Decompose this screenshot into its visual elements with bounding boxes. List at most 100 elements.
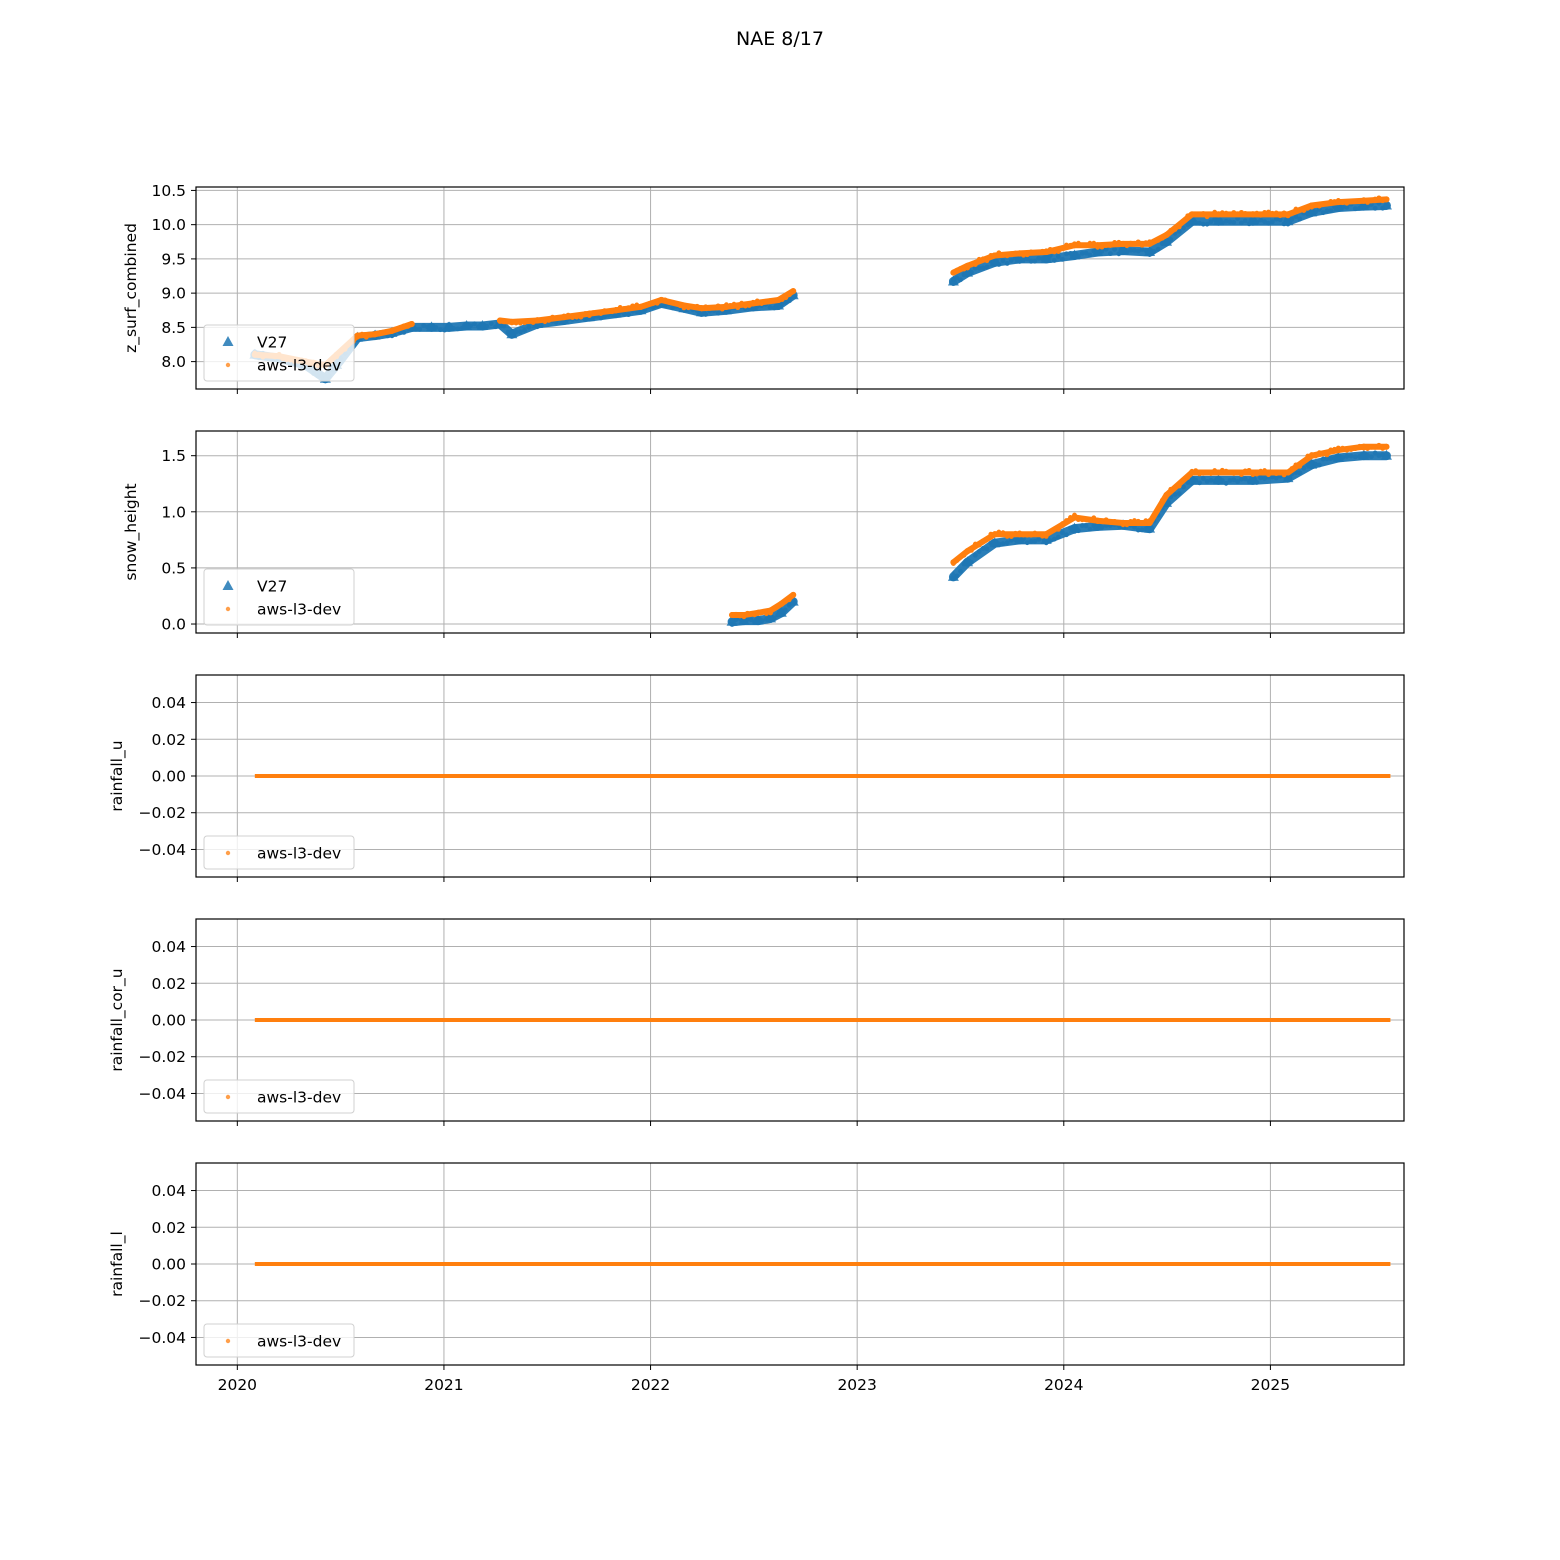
legend-label: aws-l3-dev (257, 601, 341, 619)
series-texture (1223, 210, 1229, 216)
series-texture (1151, 514, 1157, 519)
legend: aws-l3-dev (203, 835, 355, 870)
series-texture (1087, 252, 1093, 258)
series-texture (1064, 518, 1069, 523)
data-point (1380, 449, 1392, 460)
legend-label: aws-l3-dev (257, 1333, 341, 1351)
series-texture (1051, 526, 1057, 532)
series-texture (1059, 245, 1065, 251)
series-texture (1059, 530, 1065, 536)
data-point (1332, 451, 1344, 462)
series-texture (1208, 211, 1214, 217)
data-point (354, 332, 361, 339)
series-texture (984, 264, 990, 270)
series-texture (550, 314, 555, 320)
data-point (1215, 211, 1222, 218)
series-texture (958, 568, 963, 574)
data-point (426, 321, 438, 332)
series-texture (617, 305, 623, 310)
data-point (1069, 249, 1081, 260)
series-texture (1176, 483, 1182, 489)
series-texture (984, 536, 990, 542)
series-texture (1357, 443, 1362, 449)
y-axis-label: z_surf_combined (122, 223, 141, 353)
series-texture (1107, 519, 1113, 525)
series-texture (1083, 523, 1089, 529)
data-point (1144, 246, 1156, 257)
series-texture (958, 266, 963, 271)
series-texture (598, 311, 604, 316)
series-texture (961, 552, 967, 558)
series-texture (401, 323, 407, 329)
series-texture (1273, 216, 1279, 222)
series-texture (1227, 470, 1233, 475)
series-texture (1176, 228, 1182, 234)
series-texture (711, 305, 717, 311)
data-point (1092, 520, 1104, 531)
series-texture (1028, 249, 1034, 255)
data-point (1120, 240, 1127, 247)
data-point (1249, 469, 1256, 476)
x-tick-label: 2023 (837, 1376, 876, 1394)
x-tick-label: 2020 (218, 1376, 257, 1394)
y-axis-label: rainfall_cor_u (108, 968, 127, 1071)
series-texture (735, 305, 741, 311)
series-texture (1132, 518, 1137, 523)
series-texture (598, 315, 604, 321)
axes-frame (195, 186, 1405, 390)
data-point (1186, 215, 1198, 226)
series-texture (1000, 258, 1006, 264)
series-texture (1159, 497, 1165, 503)
series-texture (783, 295, 789, 301)
series-texture (1262, 468, 1267, 473)
data-point (1146, 240, 1153, 247)
series-texture (1079, 517, 1085, 523)
series-texture (1168, 237, 1174, 242)
series-texture (1139, 527, 1145, 533)
data-point (964, 262, 971, 269)
series-texture (1087, 517, 1093, 522)
series-texture (526, 324, 532, 330)
legend-label: aws-l3-dev (257, 845, 341, 863)
data-point (1383, 443, 1390, 450)
data-point (1163, 491, 1170, 498)
series-texture (1087, 526, 1093, 532)
series-texture (972, 262, 978, 267)
series-texture (1055, 534, 1061, 540)
x-tick-label: 2025 (1251, 1376, 1290, 1394)
data-point (1308, 202, 1315, 209)
series-texture (1200, 211, 1206, 216)
series-texture (1242, 210, 1248, 216)
series-texture (1239, 472, 1244, 478)
series-texture (602, 314, 608, 319)
series-texture (1000, 541, 1006, 547)
series-texture (606, 308, 611, 314)
series-texture (1197, 211, 1202, 217)
series-texture (1372, 444, 1378, 450)
series-texture (1103, 517, 1109, 523)
series-texture (1348, 198, 1354, 204)
series-texture (976, 549, 982, 554)
series-texture (1004, 261, 1010, 266)
data-point (964, 548, 971, 555)
series-texture (1223, 218, 1229, 224)
data-point (991, 252, 998, 259)
data-point (586, 310, 593, 317)
series-texture (984, 258, 990, 264)
data-point (1332, 201, 1344, 212)
series-texture (1223, 480, 1229, 486)
series-texture (421, 323, 427, 328)
series-texture (980, 538, 986, 544)
series-texture (972, 541, 978, 547)
series-texture (1116, 239, 1122, 245)
series-texture (1227, 212, 1233, 217)
series-texture (1227, 477, 1233, 483)
series-texture (1368, 198, 1374, 204)
legend-box (203, 835, 355, 870)
series-v27 (249, 199, 1392, 384)
series-texture (1139, 520, 1145, 526)
series-texture (1059, 256, 1065, 262)
series-texture (1079, 523, 1085, 528)
series-texture (1112, 240, 1117, 245)
